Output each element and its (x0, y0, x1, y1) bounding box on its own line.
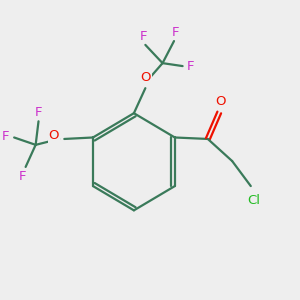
Text: F: F (35, 106, 42, 119)
Text: F: F (19, 170, 26, 183)
Text: F: F (187, 60, 194, 73)
Text: O: O (48, 129, 59, 142)
Text: F: F (139, 30, 147, 43)
Text: Cl: Cl (247, 194, 260, 207)
Text: O: O (140, 71, 151, 84)
Text: F: F (2, 130, 9, 142)
Text: F: F (172, 26, 179, 39)
Text: O: O (215, 95, 226, 108)
